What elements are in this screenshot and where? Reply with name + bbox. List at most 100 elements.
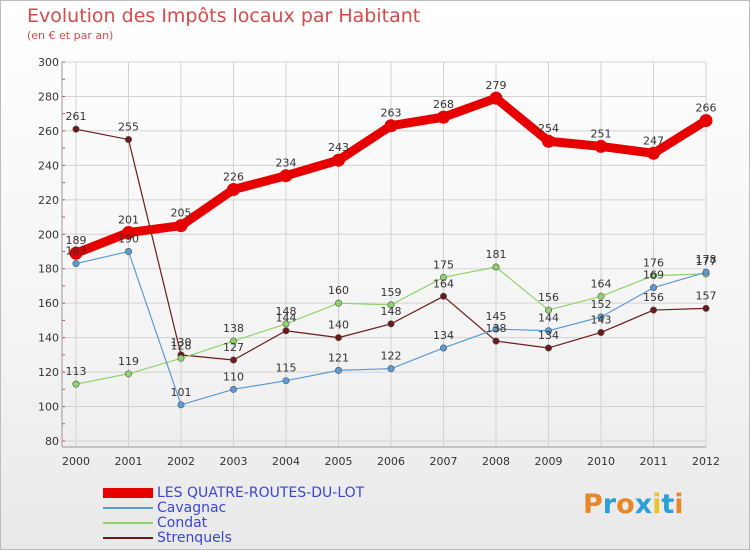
data-label: 183 <box>66 245 87 258</box>
data-label: 190 <box>118 233 139 246</box>
data-point-0 <box>542 134 555 148</box>
legend-item-condat: Condat <box>103 515 207 531</box>
data-label: 122 <box>381 350 402 363</box>
axes: 80 100 120 140 160 180 200 220 240 260 280 300 2000 2… <box>38 56 720 468</box>
data-label: 148 <box>276 305 297 318</box>
data-label: 148 <box>381 305 402 318</box>
data-label: 205 <box>171 207 192 220</box>
data-label: 144 <box>276 312 297 325</box>
data-label: 263 <box>381 107 402 120</box>
y-tick-label: 220 <box>38 194 59 207</box>
data-labels: 189 201 205 226 234 243 263 268 279 254 251 247 266 1… <box>66 79 717 399</box>
data-label: 134 <box>538 329 559 342</box>
data-point-3 <box>125 136 133 144</box>
data-label: 176 <box>643 257 664 270</box>
data-label: 243 <box>328 141 349 154</box>
grid <box>62 61 707 447</box>
proxiti-logo: Proxiti <box>583 489 684 520</box>
data-point-0 <box>437 110 450 124</box>
data-label: 175 <box>433 258 454 271</box>
logo-letter: i <box>652 489 662 520</box>
data-point-2 <box>282 320 290 328</box>
data-point-3 <box>230 356 238 364</box>
data-label: 254 <box>538 122 559 135</box>
data-label: 115 <box>276 362 297 375</box>
data-point-2 <box>597 292 605 300</box>
data-point-0 <box>594 139 608 153</box>
x-tick-label: 2002 <box>167 455 195 468</box>
data-label: 152 <box>591 298 612 311</box>
x-tick-label: 2005 <box>325 455 353 468</box>
data-label: 121 <box>328 351 349 364</box>
y-tick-label: 120 <box>38 366 59 379</box>
data-point-2 <box>439 273 447 281</box>
data-point-3 <box>544 344 552 352</box>
data-label: 134 <box>433 329 454 342</box>
data-point-3 <box>334 334 342 342</box>
data-point-3 <box>649 306 657 314</box>
x-tick-label: 2003 <box>220 455 248 468</box>
data-point-1 <box>439 344 447 352</box>
data-label: 177 <box>696 255 717 268</box>
x-tick-label: 2008 <box>482 455 510 468</box>
data-label: 226 <box>223 170 244 183</box>
data-label: 130 <box>171 336 192 349</box>
data-label: 234 <box>276 157 297 170</box>
data-point-0 <box>174 219 188 233</box>
legend-swatch <box>103 522 153 524</box>
data-point-1 <box>387 365 395 373</box>
data-point-1 <box>597 313 605 321</box>
data-label: 255 <box>118 121 139 134</box>
y-tick-label: 300 <box>38 56 59 69</box>
legend-item-quatre-routes: LES QUATRE-ROUTES-DU-LOT <box>103 485 365 501</box>
data-label: 157 <box>696 289 717 302</box>
data-label: 181 <box>486 248 507 261</box>
legend-swatch <box>103 507 153 509</box>
legend-swatch <box>103 537 153 539</box>
data-label: 279 <box>486 79 507 92</box>
chart-title: Evolution des Impôts locaux par Habitant <box>27 5 421 27</box>
data-label: 138 <box>223 322 244 335</box>
data-label: 266 <box>696 102 717 115</box>
legend-label: LES QUATRE-ROUTES-DU-LOT <box>157 485 365 501</box>
data-label: 251 <box>591 127 612 140</box>
data-point-3 <box>282 327 290 335</box>
y-tick-label: 80 <box>45 435 59 448</box>
data-label: 268 <box>433 98 454 111</box>
logo-letter: t <box>661 489 675 520</box>
x-tick-label: 2009 <box>535 455 563 468</box>
data-point-0 <box>699 114 713 128</box>
logo-letter: i <box>674 489 684 520</box>
x-tick-label: 2000 <box>62 455 90 468</box>
data-point-3 <box>492 337 500 345</box>
data-point-1 <box>72 260 80 268</box>
x-tick-label: 2010 <box>587 455 615 468</box>
data-label: 145 <box>486 310 507 323</box>
legend-item-cavagnac: Cavagnac <box>103 500 226 516</box>
data-label: 156 <box>643 291 664 304</box>
y-tick-label: 260 <box>38 125 59 138</box>
data-label: 138 <box>486 322 507 335</box>
x-tick-label: 2012 <box>692 455 720 468</box>
data-point-3 <box>597 328 605 336</box>
data-label: 169 <box>643 269 664 282</box>
legend-label: Strenquels <box>157 530 232 546</box>
data-point-1 <box>230 385 238 393</box>
data-point-1 <box>177 401 185 409</box>
x-tick-label: 2007 <box>430 455 458 468</box>
data-point-1 <box>544 327 552 335</box>
data-point-3 <box>387 320 395 328</box>
data-label: 101 <box>171 386 192 399</box>
data-point-1 <box>492 325 500 333</box>
data-point-0 <box>384 119 398 133</box>
x-tick-label: 2001 <box>115 455 143 468</box>
logo-letter: o <box>616 489 635 520</box>
legend-item-strenquels: Strenquels <box>103 530 232 546</box>
data-point-1 <box>649 284 657 292</box>
logo-letter: x <box>634 489 653 520</box>
series-points <box>69 91 713 409</box>
data-label: 140 <box>328 319 349 332</box>
y-tick-label: 160 <box>38 297 59 310</box>
